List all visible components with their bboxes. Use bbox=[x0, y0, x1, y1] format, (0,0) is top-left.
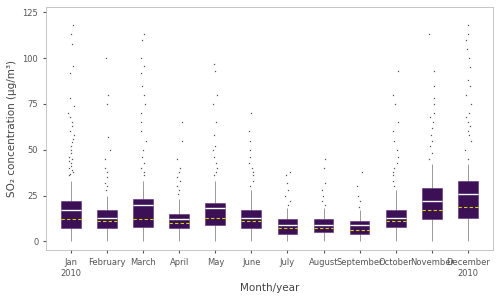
Bar bbox=[206, 203, 226, 225]
Bar bbox=[350, 221, 370, 234]
Bar bbox=[242, 210, 262, 229]
Y-axis label: SO₂ concentration (μg/m³): SO₂ concentration (μg/m³) bbox=[7, 60, 17, 197]
Bar bbox=[61, 201, 81, 229]
X-axis label: Month/year: Month/year bbox=[240, 283, 299, 293]
Bar bbox=[386, 210, 406, 227]
Bar bbox=[170, 214, 189, 229]
Bar bbox=[458, 181, 477, 218]
Bar bbox=[98, 210, 117, 229]
Bar bbox=[134, 199, 153, 227]
Bar bbox=[422, 188, 442, 219]
Bar bbox=[278, 219, 297, 234]
Bar bbox=[314, 219, 334, 232]
